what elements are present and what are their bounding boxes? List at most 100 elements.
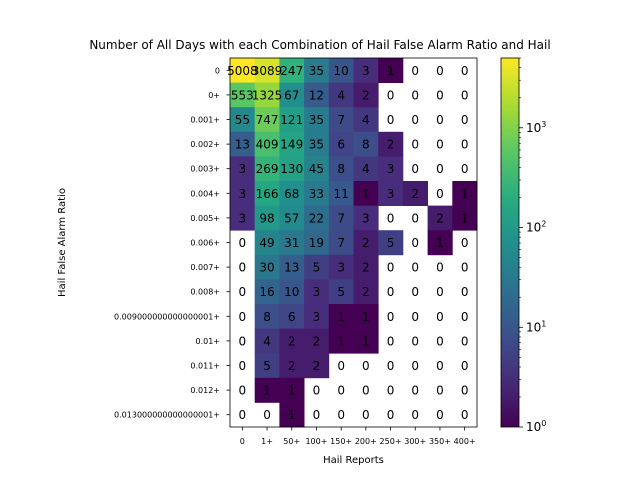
heatmap-cell (304, 353, 330, 379)
cell-value-label: 1 (436, 236, 444, 250)
cell-value-label: 49 (259, 236, 274, 250)
cell-value-label: 747 (256, 113, 279, 127)
heatmap-cell (328, 205, 354, 231)
cell-value-label: 1 (461, 187, 469, 201)
cell-value-label: 149 (280, 138, 303, 152)
cell-value-label: 35 (309, 138, 324, 152)
y-tick-label: 0.01+ (195, 337, 220, 346)
cell-value-label: 0 (436, 88, 444, 102)
x-tick-label: 0 (240, 437, 245, 446)
cell-value-label: 22 (309, 211, 324, 225)
cell-value-label: 6 (288, 310, 296, 324)
cell-value-label: 33 (309, 187, 324, 201)
heatmap-cell (328, 181, 354, 206)
heatmap-cell (328, 156, 354, 182)
cell-value-label: 57 (284, 211, 299, 225)
heatmap-cell (279, 353, 305, 379)
cell-value-label: 409 (256, 138, 279, 152)
cell-value-label: 35 (309, 113, 324, 127)
cell-value-label: 0 (387, 261, 395, 275)
cell-value-label: 0 (461, 236, 469, 250)
cell-value-label: 4 (362, 113, 370, 127)
chart-title: Number of All Days with each Combination… (89, 38, 550, 52)
colorbar-tick-label: 100 (526, 419, 546, 434)
heatmap-cell (328, 279, 354, 305)
heatmap-cell (254, 58, 280, 83)
heatmap-cell (378, 181, 404, 206)
cell-value-label: 0 (461, 359, 469, 373)
heatmap-cell (279, 156, 305, 182)
heatmap-cell (328, 107, 354, 133)
cell-value-label: 8 (263, 310, 271, 324)
heatmap-cell (279, 254, 305, 280)
cell-value-label: 68 (284, 187, 299, 201)
heatmap-cell (353, 254, 379, 280)
heatmap-cell (279, 131, 305, 157)
cell-value-label: 7 (337, 236, 345, 250)
y-tick-label: 0.005+ (190, 214, 220, 223)
x-tick-label: 200+ (355, 437, 377, 446)
cell-value-label: 2 (288, 359, 296, 373)
cell-value-label: 0 (461, 88, 469, 102)
cell-value-label: 1325 (252, 88, 283, 102)
y-tick-label: 0.009000000000000001+ (114, 312, 220, 321)
cell-value-label: 1 (362, 187, 370, 201)
y-tick-label: 0.011+ (190, 362, 220, 371)
cell-value-label: 166 (256, 187, 279, 201)
heatmap-cell (254, 82, 280, 108)
cell-value-label: 0 (461, 138, 469, 152)
cell-value-label: 0 (411, 113, 419, 127)
cell-value-label: 0 (239, 384, 247, 398)
cell-value-label: 0 (436, 113, 444, 127)
x-tick-label: 150+ (330, 437, 352, 446)
heatmap-cell (304, 181, 330, 206)
cell-value-label: 0 (436, 310, 444, 324)
cell-value-label: 5 (337, 285, 345, 299)
cell-value-label: 0 (411, 285, 419, 299)
cell-value-label: 0 (362, 408, 370, 422)
cell-value-label: 0 (239, 285, 247, 299)
heatmap-cell (452, 205, 478, 231)
heatmap-cell (254, 156, 280, 182)
cell-value-label: 3 (362, 211, 370, 225)
cell-value-label: 0 (313, 408, 321, 422)
cell-value-label: 10 (334, 64, 349, 78)
cell-value-label: 0 (461, 162, 469, 176)
heatmap-cell (427, 205, 453, 231)
cell-value-label: 98 (259, 211, 274, 225)
y-tick-label: 0.003+ (190, 165, 220, 174)
y-tick-label: 0.013000000000000001+ (114, 411, 220, 420)
cell-value-label: 0 (239, 261, 247, 275)
heatmap-cell (279, 328, 305, 354)
heatmap-cell (328, 328, 354, 354)
cell-value-label: 1 (362, 310, 370, 324)
cell-value-label: 0 (387, 408, 395, 422)
cell-value-label: 0 (436, 384, 444, 398)
cell-value-label: 0 (387, 113, 395, 127)
cell-value-label: 35 (309, 64, 324, 78)
cell-value-label: 2 (362, 236, 370, 250)
cell-value-label: 0 (411, 236, 419, 250)
cell-value-label: 0 (461, 261, 469, 275)
x-tick-label: 100+ (305, 437, 327, 446)
heatmap-cell (254, 131, 280, 157)
heatmap-cell (230, 82, 256, 108)
cell-value-label: 0 (411, 384, 419, 398)
cell-value-label: 3 (387, 187, 395, 201)
cell-value-label: 0 (239, 236, 247, 250)
cell-value-label: 0 (411, 261, 419, 275)
cell-value-label: 0 (263, 408, 271, 422)
heatmap-cell (353, 230, 379, 256)
cell-value-label: 2 (362, 285, 370, 299)
heatmap-cell (230, 131, 256, 157)
cell-value-label: 67 (284, 88, 299, 102)
cell-value-label: 11 (334, 187, 349, 201)
cell-value-label: 8 (362, 138, 370, 152)
y-tick-label: 0+ (208, 91, 220, 100)
heatmap-cell (353, 82, 379, 108)
heatmap-cell (304, 254, 330, 280)
cell-value-label: 4 (362, 162, 370, 176)
cell-value-label: 0 (387, 211, 395, 225)
cell-value-label: 0 (411, 162, 419, 176)
cell-value-label: 2 (288, 334, 296, 348)
